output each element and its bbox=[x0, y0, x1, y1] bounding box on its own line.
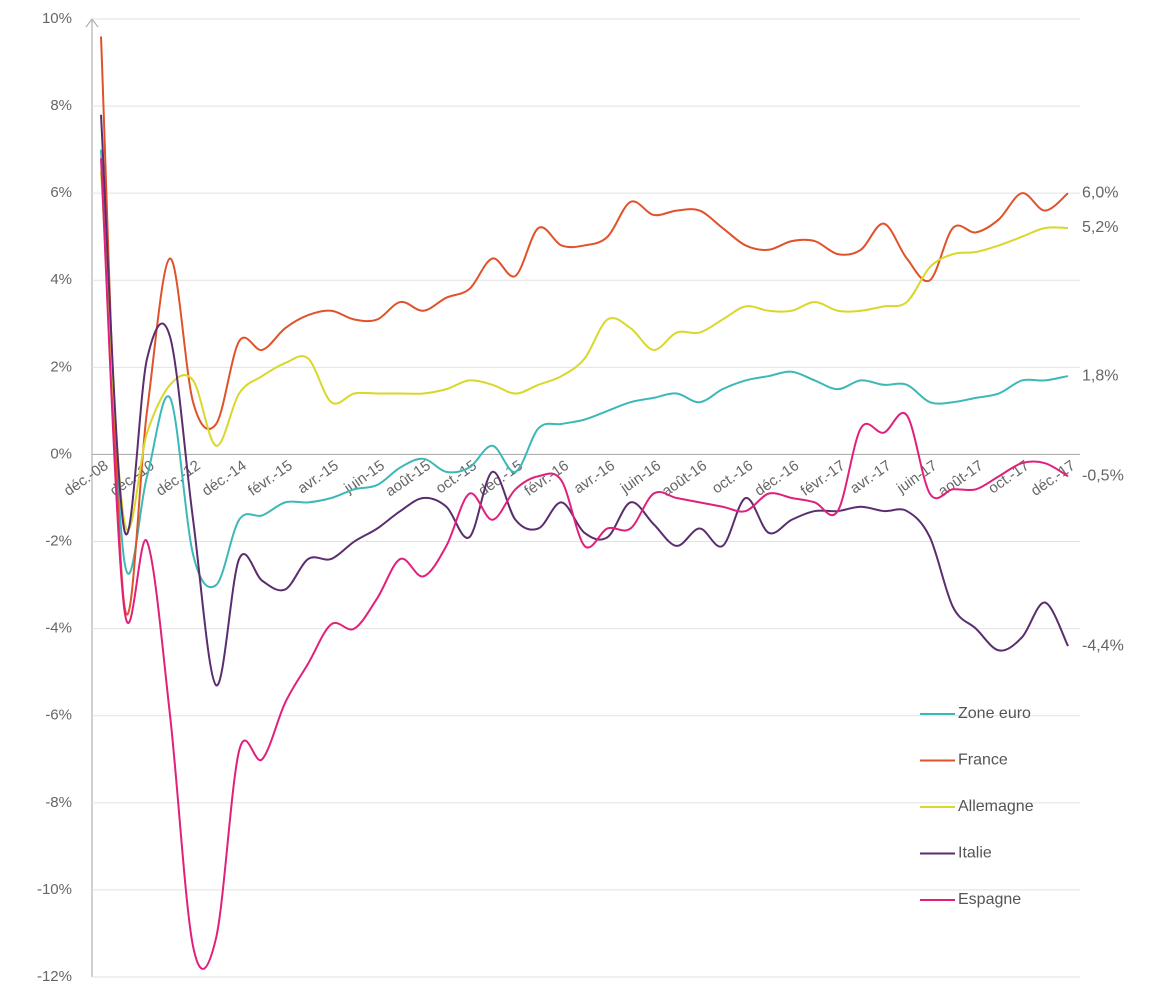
y-tick-label: 10% bbox=[42, 10, 72, 27]
end-label: 6,0% bbox=[1082, 184, 1118, 201]
x-tick-label: avr.-16 bbox=[571, 457, 618, 497]
y-tick-label: -8% bbox=[45, 794, 72, 811]
y-tick-label: 4% bbox=[50, 271, 72, 288]
y-tick-label: 0% bbox=[50, 445, 72, 462]
legend-label: Zone euro bbox=[958, 705, 1031, 722]
series-line bbox=[100, 171, 1069, 531]
end-label: -4,4% bbox=[1082, 637, 1124, 654]
x-tick-label: déc.-17 bbox=[1028, 457, 1079, 500]
x-tick-label: avr.-17 bbox=[847, 457, 894, 497]
x-tick-label: oct.-15 bbox=[433, 457, 480, 497]
x-tick-label: déc.-12 bbox=[153, 457, 204, 500]
y-tick-label: -12% bbox=[37, 968, 72, 985]
x-tick-label: févr.-16 bbox=[521, 457, 572, 500]
y-tick-label: -10% bbox=[37, 881, 72, 898]
series-line bbox=[100, 36, 1069, 616]
x-tick-label: août-17 bbox=[935, 457, 986, 500]
series-line bbox=[100, 114, 1069, 687]
y-tick-label: -4% bbox=[45, 620, 72, 637]
legend-label: Espagne bbox=[958, 891, 1021, 908]
series-line bbox=[100, 149, 1069, 589]
y-tick-label: -6% bbox=[45, 707, 72, 724]
legend-label: France bbox=[958, 752, 1008, 769]
x-tick-label: déc.-14 bbox=[199, 457, 250, 500]
y-tick-label: 2% bbox=[50, 358, 72, 375]
legend-label: Allemagne bbox=[958, 798, 1034, 815]
end-label: 1,8% bbox=[1082, 367, 1118, 384]
x-tick-label: févr.-17 bbox=[798, 457, 849, 500]
y-tick-label: 6% bbox=[50, 184, 72, 201]
x-tick-label: avr.-15 bbox=[294, 457, 341, 497]
y-axis bbox=[85, 18, 99, 977]
series-line bbox=[100, 158, 1069, 970]
x-tick-label: févr.-15 bbox=[245, 457, 296, 500]
x-tick-label: juin-17 bbox=[893, 457, 940, 497]
end-label: 5,2% bbox=[1082, 219, 1118, 236]
y-tick-label: -2% bbox=[45, 533, 72, 550]
legend-label: Italie bbox=[958, 845, 992, 862]
y-tick-label: 8% bbox=[50, 97, 72, 114]
end-label: -0,5% bbox=[1082, 467, 1124, 484]
x-tick-label: déc.-08 bbox=[61, 457, 112, 500]
x-tick-label: oct.-16 bbox=[709, 457, 756, 497]
